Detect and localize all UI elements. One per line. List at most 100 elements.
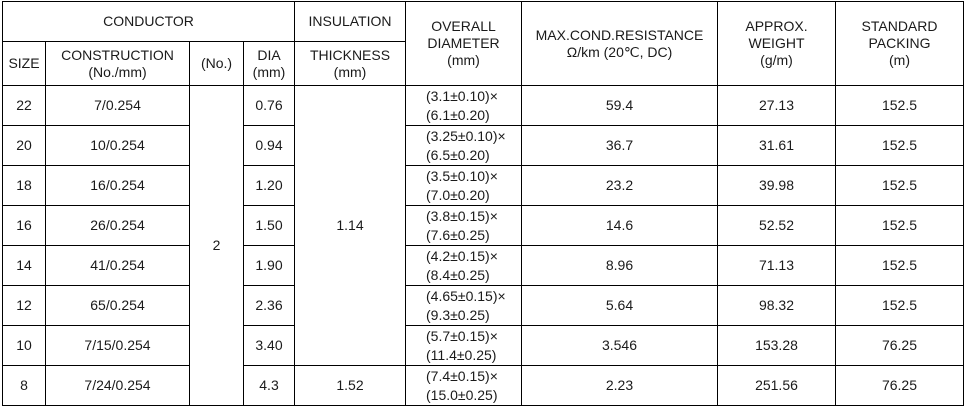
resistance-cell: 5.64 <box>521 285 718 326</box>
construction-cell: 65/0.254 <box>45 285 190 326</box>
header-cell: SIZE <box>2 41 46 86</box>
size-cell: 12 <box>2 285 46 326</box>
packing-cell: 152.5 <box>835 85 964 126</box>
overall-diameter-cell-line: (6.1±0.20) <box>426 106 490 123</box>
header-cell-line: DIAMETER <box>427 35 500 51</box>
overall-diameter-cell-line: (8.4±0.25) <box>426 266 490 283</box>
dia-cell: 1.90 <box>243 245 295 286</box>
header-cell-line: (mm) <box>252 63 286 80</box>
data-row: 12 65/0.254 2.36 (4.65±0.15)× (9.3±0.25) 5.64… <box>2 285 964 326</box>
header-cell: INSULATION <box>294 1 406 42</box>
overall-diameter-cell-line: (3.5±0.10)× <box>426 167 498 184</box>
overall-diameter-cell: (3.1±0.10)× (6.1±0.20) <box>405 85 522 126</box>
size-cell: 8 <box>2 365 46 406</box>
header-cell-line: THICKNESS <box>309 46 391 63</box>
packing-cell: 152.5 <box>835 165 964 206</box>
header-cell-line: Ω/km (20℃, DC) <box>566 43 673 60</box>
dia-cell: 0.94 <box>243 125 295 166</box>
data-row: 14 41/0.254 1.90 (4.2±0.15)× (8.4±0.25) 8.96 7… <box>2 245 964 286</box>
header-cell-line: APPROX. <box>745 18 808 34</box>
cores-cell: 2 <box>189 85 244 406</box>
header-cell-line: PACKING <box>868 35 931 51</box>
overall-diameter-cell-line: (3.1±0.10)× <box>426 87 498 104</box>
overall-diameter-cell-line: (3.8±0.15)× <box>426 207 498 224</box>
data-row: 8 7/24/0.254 4.3 1.52 (7.4±0.15)× (15.0±0.25)… <box>2 365 964 406</box>
resistance-cell: 14.6 <box>521 205 718 246</box>
weight-cell: 98.32 <box>717 285 836 326</box>
overall-diameter-cell: (3.25±0.10)× (6.5±0.20) <box>405 125 522 166</box>
resistance-cell: 23.2 <box>521 165 718 206</box>
header-cell: OVERALL DIAMETER (mm) <box>405 1 522 86</box>
packing-cell: 152.5 <box>835 205 964 246</box>
dia-cell: 1.20 <box>243 165 295 206</box>
resistance-cell: 3.546 <box>521 325 718 366</box>
dia-cell: 4.3 <box>243 365 295 406</box>
overall-diameter-cell: (4.2±0.15)× (8.4±0.25) <box>405 245 522 286</box>
weight-cell: 71.13 <box>717 245 836 286</box>
overall-diameter-cell-line: (4.65±0.15)× <box>426 287 506 304</box>
construction-cell: 41/0.254 <box>45 245 190 286</box>
header-cell-line: (g/m) <box>760 52 793 68</box>
construction-cell: 10/0.254 <box>45 125 190 166</box>
resistance-cell: 8.96 <box>521 245 718 286</box>
header-cell-line: (mm) <box>447 52 480 68</box>
header-cell-line: STANDARD <box>861 18 938 34</box>
weight-cell: 52.52 <box>717 205 836 246</box>
header-cell: DIA (mm) <box>243 41 295 86</box>
header-cell: THICKNESS (mm) <box>294 41 406 86</box>
dia-cell: 0.76 <box>243 85 295 126</box>
header-cell: CONSTRUCTION (No./mm) <box>45 41 190 86</box>
header-row: SIZE CONSTRUCTION (No./mm) (No.) DIA (mm) THIC… <box>2 41 964 86</box>
overall-diameter-cell-line: (9.3±0.25) <box>426 306 490 323</box>
header-cell: (No.) <box>189 41 244 86</box>
header-cell-line: CONSTRUCTION <box>61 46 174 63</box>
overall-diameter-cell: (4.65±0.15)× (9.3±0.25) <box>405 285 522 326</box>
weight-cell: 153.28 <box>717 325 836 366</box>
overall-diameter-cell: (3.8±0.15)× (7.6±0.25) <box>405 205 522 246</box>
data-row: 18 16/0.254 1.20 (3.5±0.10)× (7.0±0.20) 23.2 3… <box>2 165 964 206</box>
dia-cell: 2.36 <box>243 285 295 326</box>
size-cell: 14 <box>2 245 46 286</box>
overall-diameter-cell-line: (5.7±0.15)× <box>426 327 498 344</box>
overall-diameter-cell: (5.7±0.15)× (11.4±0.25) <box>405 325 522 366</box>
overall-diameter-cell: (3.5±0.10)× (7.0±0.20) <box>405 165 522 206</box>
size-cell: 18 <box>2 165 46 206</box>
header-cell: APPROX. WEIGHT (g/m) <box>717 1 836 86</box>
header-cell: CONDUCTOR <box>2 1 295 42</box>
size-cell: 20 <box>2 125 46 166</box>
header-cell: STANDARD PACKING (m) <box>835 1 964 86</box>
thickness-cell: 1.14 <box>294 85 406 366</box>
header-row: CONDUCTOR INSULATION OVERALL DIAMETER (mm) MA… <box>2 1 964 86</box>
overall-diameter-cell-line: (7.4±0.15)× <box>426 367 498 384</box>
overall-diameter-cell-line: (6.5±0.20) <box>426 146 490 163</box>
overall-diameter-cell-line: (15.0±0.25) <box>426 386 498 403</box>
weight-cell: 251.56 <box>717 365 836 406</box>
overall-diameter-cell-line: (7.0±0.20) <box>426 186 490 203</box>
packing-cell: 152.5 <box>835 125 964 166</box>
overall-diameter-cell-line: (11.4±0.25) <box>426 346 497 363</box>
thickness-cell: 1.52 <box>294 365 406 406</box>
header-cell: MAX.COND.RESISTANCE Ω/km (20℃, DC) <box>521 1 718 86</box>
weight-cell: 31.61 <box>717 125 836 166</box>
size-cell: 22 <box>2 85 46 126</box>
dia-cell: 3.40 <box>243 325 295 366</box>
header-cell-line: OVERALL <box>431 18 496 34</box>
size-cell: 16 <box>2 205 46 246</box>
packing-cell: 76.25 <box>835 325 964 366</box>
data-row: 10 7/15/0.254 3.40 (5.7±0.15)× (11.4±0.25) 3.… <box>2 325 964 366</box>
resistance-cell: 36.7 <box>521 125 718 166</box>
data-row: 16 26/0.254 1.50 (3.8±0.15)× (7.6±0.25) 14.6 5… <box>2 205 964 246</box>
overall-diameter-cell-line: (4.2±0.15)× <box>426 247 498 264</box>
header-cell-line: (m) <box>889 52 910 68</box>
header-cell-line: DIA <box>257 46 281 63</box>
header-cell-line: (mm) <box>333 63 367 80</box>
construction-cell: 26/0.254 <box>45 205 190 246</box>
resistance-cell: 2.23 <box>521 365 718 406</box>
overall-diameter-cell-line: (7.6±0.25) <box>426 226 490 243</box>
packing-cell: 152.5 <box>835 285 964 326</box>
size-cell: 10 <box>2 325 46 366</box>
data-row: 20 10/0.254 0.94 (3.25±0.10)× (6.5±0.20) 36.7… <box>2 125 964 166</box>
overall-diameter-cell: (7.4±0.15)× (15.0±0.25) <box>405 365 522 406</box>
construction-cell: 16/0.254 <box>45 165 190 206</box>
overall-diameter-cell-line: (3.25±0.10)× <box>426 127 506 144</box>
